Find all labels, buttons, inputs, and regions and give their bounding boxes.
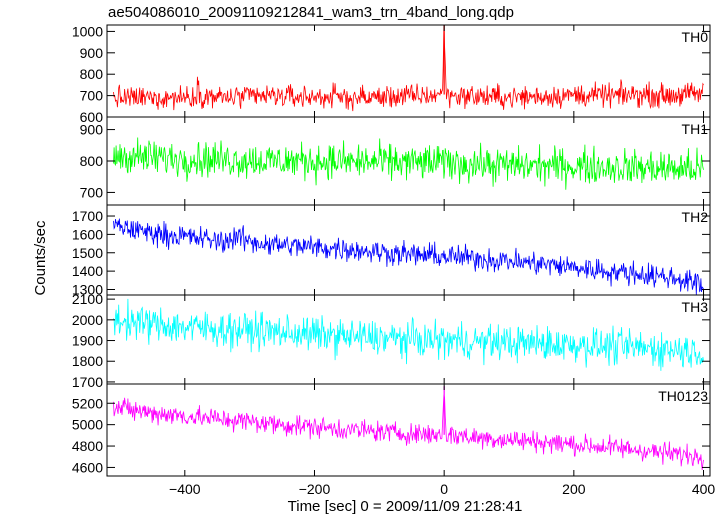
panel-frame-th2 — [106, 204, 711, 296]
y-tick-label: 1800 — [72, 353, 103, 369]
x-axis-label: Time [sec] 0 = 2009/11/09 21:28:41 — [288, 498, 523, 515]
y-tick-label: 900 — [80, 122, 104, 138]
y-tick-label: 1900 — [72, 333, 103, 349]
panel-label-th3: TH3 — [682, 299, 709, 315]
series-line-th0123 — [113, 394, 704, 471]
y-tick-label: 1700 — [72, 374, 103, 390]
y-tick-label: 1300 — [72, 281, 103, 297]
y-tick-label: 2100 — [72, 291, 103, 307]
y-tick-label: 2000 — [72, 312, 103, 328]
panel-label-th1: TH1 — [682, 121, 709, 137]
series-line-th1 — [113, 137, 704, 190]
x-tick-label: −400 — [169, 481, 201, 497]
y-tick-label: 600 — [80, 109, 104, 125]
y-tick-label: 800 — [80, 66, 104, 82]
panel-frame-th0 — [106, 24, 711, 118]
panel-frame-th3 — [106, 294, 711, 385]
y-tick-label: 4600 — [72, 459, 103, 475]
panel-label-th0123: TH0123 — [658, 388, 708, 404]
panel-frame-th0123 — [106, 383, 711, 477]
y-tick-label: 5200 — [72, 395, 103, 411]
chart-title: ae504086010_20091109212841_wam3_trn_4ban… — [108, 4, 514, 21]
y-tick-label: 5000 — [72, 417, 103, 433]
y-tick-label: 1500 — [72, 245, 103, 261]
y-tick-label: 700 — [80, 88, 104, 104]
x-tick-label: −200 — [299, 481, 331, 497]
y-tick-label: 1000 — [72, 23, 103, 39]
y-tick-label: 700 — [80, 184, 104, 200]
x-tick-label: 200 — [562, 481, 586, 497]
panel-label-th2: TH2 — [682, 209, 709, 225]
y-axis-label: Counts/sec — [32, 220, 49, 296]
x-tick-label: 400 — [692, 481, 716, 497]
y-tick-label: 1600 — [72, 226, 103, 242]
panel-label-th0: TH0 — [682, 29, 709, 45]
series-line-th2 — [113, 218, 704, 295]
y-tick-label: 800 — [80, 153, 104, 169]
series-line-th3 — [113, 298, 704, 371]
y-tick-label: 1400 — [72, 263, 103, 279]
y-tick-label: 4800 — [72, 438, 103, 454]
panels-group: 600 700 800 900 1000 TH0 700 800 900 TH1 1300 1400 1… — [72, 23, 716, 497]
y-tick-label: 1700 — [72, 208, 103, 224]
x-tick-label: 0 — [440, 481, 448, 497]
y-tick-label: 900 — [80, 45, 104, 61]
series-line-th0 — [113, 25, 704, 112]
